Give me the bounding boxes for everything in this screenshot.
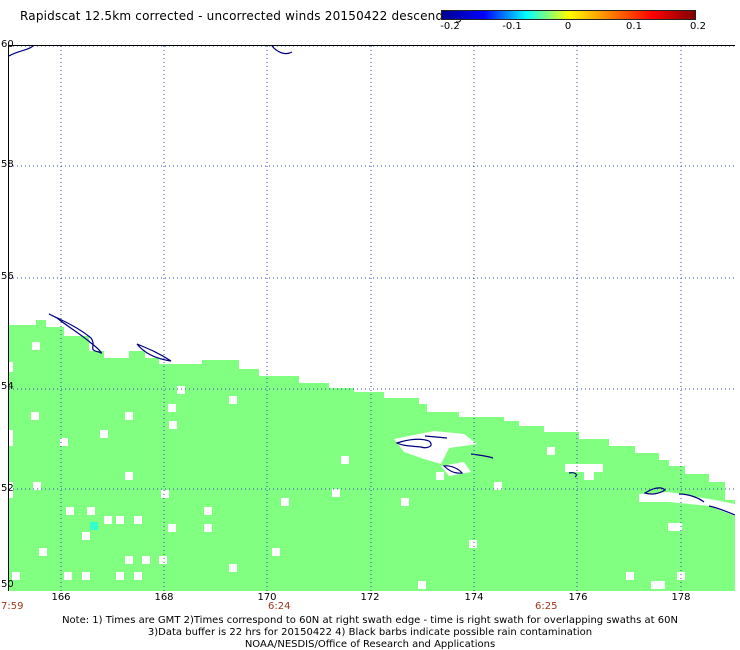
longitude-label: 174 [464, 592, 484, 603]
difference-cell-cyan [90, 522, 98, 530]
note-line-3: NOAA/NESDIS/Office of Research and Appli… [244, 639, 496, 650]
colorbar-tick-label: -0.1 [502, 21, 522, 32]
latitude-label: 56 [1, 271, 14, 282]
latitude-label: 60 [1, 39, 14, 50]
longitude-label: 178 [671, 592, 691, 603]
colorbar-tick-label: 0.2 [690, 21, 706, 32]
longitude-label: 170 [257, 592, 277, 603]
time-label-right: 6:25 [535, 601, 558, 612]
latitude-label: 52 [1, 483, 14, 494]
longitude-label: 166 [51, 592, 71, 603]
colorbar-tick-label: 0.1 [626, 21, 642, 32]
latitude-label: 54 [1, 381, 14, 392]
time-label-center: 6:24 [268, 601, 291, 612]
graticule [9, 46, 735, 591]
wind-swath [9, 320, 735, 591]
colorbar-tick-label: -0.2 [440, 21, 460, 32]
map-canvas [9, 46, 735, 591]
latitude-label: 50 [1, 579, 14, 590]
longitude-label: 168 [154, 592, 174, 603]
longitude-label: 176 [568, 592, 588, 603]
coastlines [9, 46, 735, 516]
note-line-2: 3)Data buffer is 22 hrs for 20150422 4) … [147, 627, 593, 638]
colorbar [441, 10, 696, 20]
note-line-1: Note: 1) Times are GMT 2)Times correspon… [62, 615, 678, 626]
map-plot-area[interactable] [8, 45, 735, 591]
latitude-label: 58 [1, 159, 14, 170]
longitude-label: 172 [360, 592, 380, 603]
map-title: Rapidscat 12.5km corrected - uncorrected… [20, 9, 463, 23]
colorbar-tick-label: 0 [564, 21, 572, 32]
time-label-left: 7:59 [1, 601, 24, 612]
